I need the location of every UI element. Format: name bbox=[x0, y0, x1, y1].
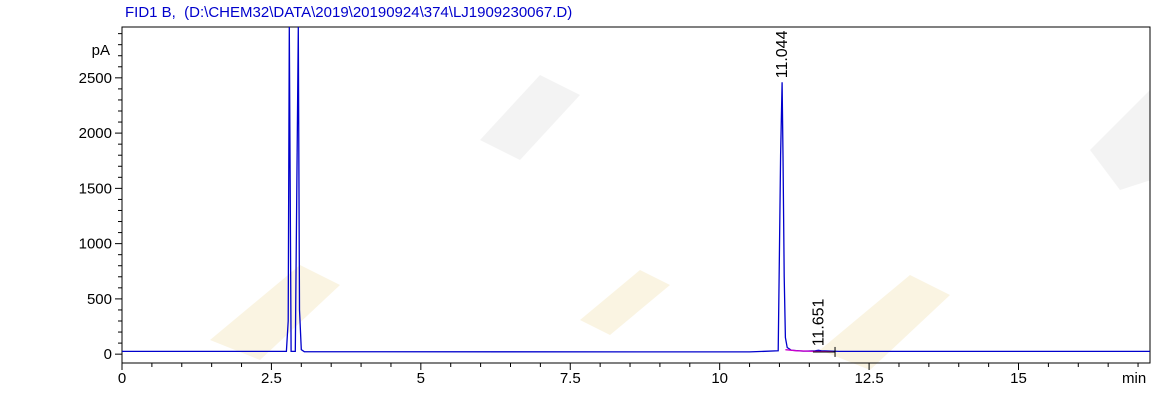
watermark-shape bbox=[210, 265, 340, 360]
x-tick-label: 15 bbox=[1010, 370, 1027, 387]
y-axis: 0 500 1000 1500 2000 2500 bbox=[79, 33, 122, 363]
y-tick-label: 1500 bbox=[79, 180, 112, 197]
peak-retention-label: 11.044 bbox=[774, 30, 791, 78]
x-axis: 0 2.5 5 7.5 10 12.5 15 bbox=[118, 363, 1139, 387]
peak-labels: 11.044 11.651 bbox=[774, 30, 827, 346]
plot-area-frame bbox=[121, 26, 1151, 364]
watermark bbox=[210, 75, 1151, 370]
watermark-shape bbox=[580, 270, 670, 335]
series-layer bbox=[122, 26, 1150, 357]
watermark-shape bbox=[480, 75, 580, 160]
y-tick-label: 2500 bbox=[79, 70, 112, 87]
x-tick-label: 12.5 bbox=[854, 370, 883, 387]
watermark-shape bbox=[1090, 90, 1151, 190]
x-tick-label: 2.5 bbox=[261, 370, 282, 387]
x-tick-label: 0 bbox=[118, 370, 126, 387]
y-tick-label: 500 bbox=[87, 291, 112, 308]
x-tick-label: 5 bbox=[417, 370, 425, 387]
y-tick-label: 2000 bbox=[79, 125, 112, 142]
watermark-shape bbox=[820, 275, 950, 370]
chart-title: FID1 B, (D:\CHEM32\DATA\2019\20190924\37… bbox=[125, 4, 573, 21]
peak-retention-label: 11.651 bbox=[810, 298, 827, 346]
y-axis-label: pA bbox=[92, 42, 110, 59]
x-axis-label: min bbox=[1122, 370, 1146, 387]
x-tick-label: 7.5 bbox=[560, 370, 581, 387]
y-tick-label: 1000 bbox=[79, 236, 112, 253]
y-tick-label: 0 bbox=[104, 346, 112, 363]
x-tick-label: 10 bbox=[711, 370, 728, 387]
